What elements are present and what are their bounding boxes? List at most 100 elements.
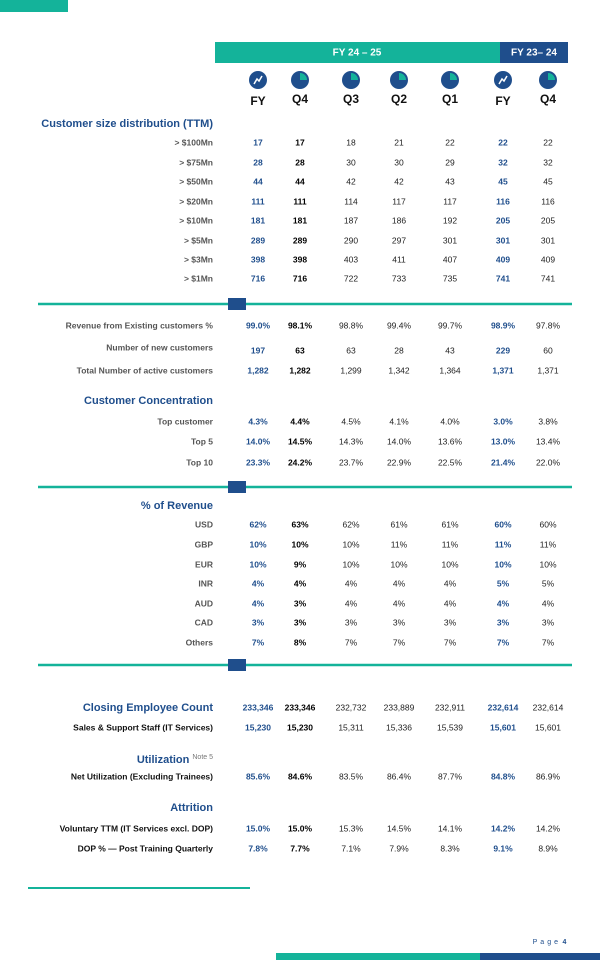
column-label: Q4 [540,92,556,106]
cell-value: 11% [442,539,459,549]
cell-value: 290 [344,235,358,245]
section-title-text: Utilization [137,754,190,766]
cell-value: 10% [390,559,407,569]
row-label: Top 10 [186,457,213,467]
cell-value: 98.9% [491,320,516,330]
cell-value: 409 [541,254,555,264]
row-label: GBP [195,539,214,549]
cell-value: 186 [392,215,406,225]
cell-value: 13.6% [438,436,463,446]
header-band [500,42,568,63]
cell-value: 289 [251,235,265,245]
cell-value: 3% [497,617,510,627]
cell-value: 205 [496,215,510,225]
cell-value: 181 [293,215,307,225]
cell-value: 398 [251,254,265,264]
section-title-text: Customer size distribution (TTM) [41,118,213,130]
row-label: Top 5 [191,436,213,446]
cell-value: 14.2% [536,823,561,833]
divider-marker [228,659,246,671]
cell-value: 7.9% [389,843,409,853]
cell-value: 83.5% [339,771,364,781]
cell-value: 14.3% [339,436,364,446]
cell-value: 4% [345,598,358,608]
column-icon-glyph [300,73,307,80]
cell-value: 229 [496,345,510,355]
cell-value: 1,282 [289,365,311,375]
cell-value: 301 [443,235,457,245]
cell-value: 30 [346,157,356,167]
row-label: > $3Mn [184,254,213,264]
cell-value: 7% [252,637,265,647]
cell-value: 87.7% [438,771,463,781]
cell-value: 15,230 [245,722,271,732]
cell-value: 63 [346,345,356,355]
cell-value: 22 [445,137,455,147]
row-label: Top customer [157,416,213,426]
row-label: > $5Mn [184,235,213,245]
cell-value: 45 [543,176,553,186]
cell-value: 23.7% [339,457,364,467]
cell-value: 4% [252,578,265,588]
cell-value: 3% [345,617,358,627]
row-label: > $10Mn [179,215,213,225]
cell-value: 13.4% [536,436,561,446]
cell-value: 3% [393,617,406,627]
cell-value: 197 [251,345,265,355]
footer-band [480,953,600,960]
cell-value: 10% [342,559,359,569]
cell-value: 233,346 [285,702,316,712]
cell-value: 4% [393,598,406,608]
cell-value: 62% [342,519,359,529]
note: Note 5 [192,754,213,761]
section-title: Attrition [170,802,213,814]
cell-value: 15.0% [288,823,313,833]
section-title: % of Revenue [141,500,213,512]
cell-value: 111 [251,196,265,206]
cell-value: 99.7% [438,320,463,330]
cell-value: 60% [539,519,556,529]
column-label: Q1 [442,92,458,106]
cell-value: 3% [252,617,265,627]
cell-value: 21.4% [491,457,516,467]
cell-value: 4.5% [341,416,361,426]
section-title: Closing Employee Count [83,702,214,714]
section-title-text: % of Revenue [141,500,213,512]
cell-value: 398 [293,254,307,264]
footer-band [276,953,480,960]
cell-value: 42 [394,176,404,186]
cell-value: 1,342 [388,365,410,375]
row-label: > $1Mn [184,273,213,283]
cell-value: 4% [252,598,265,608]
cell-value: 15.0% [246,823,271,833]
section-title: Utilization Note 5 [137,754,213,766]
cell-value: 14.2% [491,823,516,833]
cell-value: 297 [392,235,406,245]
group-label: FY 24 – 25 [333,48,382,59]
cell-value: 14.1% [438,823,463,833]
cell-value: 4% [444,578,457,588]
cell-value: 45 [498,176,508,186]
cell-value: 10% [539,559,556,569]
cell-value: 4% [393,578,406,588]
row-label: Net Utilization (Excluding Trainees) [71,771,213,781]
cell-value: 84.6% [288,771,313,781]
cell-value: 111 [293,196,307,206]
cell-value: 11% [495,539,512,549]
cell-value: 232,732 [336,702,367,712]
column-label: Q4 [292,92,308,106]
column-icon-glyph [548,73,555,80]
row-label: AUD [195,598,213,608]
row-label: Number of new customers [106,342,213,352]
cell-value: 116 [541,196,555,206]
cell-value: 3% [444,617,457,627]
cell-value: 301 [496,235,510,245]
cell-value: 1,364 [439,365,461,375]
cell-value: 14.5% [288,436,313,446]
cell-value: 14.5% [387,823,412,833]
cell-value: 17 [253,137,263,147]
cell-value: 15,539 [437,722,463,732]
cell-value: 233,889 [384,702,415,712]
cell-value: 4% [444,598,457,608]
